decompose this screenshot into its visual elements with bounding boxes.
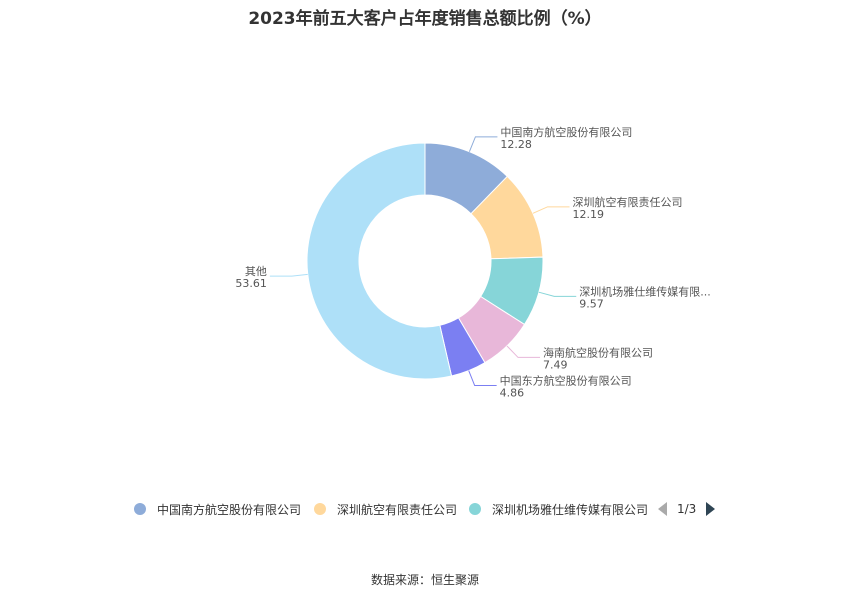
leader-line-5	[269, 273, 308, 277]
slice-value-4: 4.86	[500, 386, 525, 399]
leader-line-4	[468, 370, 497, 386]
slice-value-0: 12.28	[500, 138, 532, 151]
slice-label-0: 中国南方航空股份有限公司	[500, 125, 632, 139]
legend-dot-0	[134, 503, 146, 515]
slice-value-2: 9.57	[579, 297, 604, 310]
legend: 中国南方航空股份有限公司 深圳航空有限责任公司 深圳机场雅仕维传媒有限公司 1/…	[0, 498, 850, 520]
legend-item-0[interactable]: 中国南方航空股份有限公司	[134, 498, 301, 520]
leader-line-1	[532, 206, 570, 214]
slice-label-2: 深圳机场雅仕维传媒有限...	[579, 284, 711, 298]
slice-label-3: 海南航空股份有限公司	[543, 345, 653, 359]
leader-line-2	[538, 291, 577, 297]
slice-label-5: 其他	[245, 265, 267, 278]
pager-next-icon[interactable]	[706, 502, 716, 516]
slice-label-4: 中国东方航空股份有限公司	[500, 373, 632, 387]
legend-label-0: 中国南方航空股份有限公司	[157, 502, 302, 517]
leader-line-3	[506, 345, 541, 358]
slice-label-1: 深圳航空有限责任公司	[573, 195, 683, 209]
legend-item-1[interactable]: 深圳航空有限责任公司	[314, 498, 457, 520]
legend-label-2: 深圳机场雅仕维传媒有限公司	[492, 502, 649, 517]
pager-prev-icon[interactable]	[658, 502, 667, 516]
legend-item-2[interactable]: 深圳机场雅仕维传媒有限公司	[469, 498, 648, 520]
slice-value-5: 53.61	[235, 277, 267, 290]
data-source: 数据来源：恒生聚源	[370, 573, 479, 587]
slice-value-3: 7.49	[543, 358, 568, 371]
leader-line-0	[468, 136, 498, 152]
legend-pager: 1/3	[658, 498, 716, 520]
pager-page: 1/3	[677, 502, 697, 516]
chart-title: 2023年前五大客户占年度销售总额比例（%）	[248, 9, 602, 29]
legend-dot-2	[469, 503, 481, 515]
slice-value-1: 12.19	[573, 208, 605, 221]
pie-slice-5[interactable]	[306, 142, 453, 380]
legend-label-1: 深圳航空有限责任公司	[337, 502, 458, 517]
legend-dot-1	[314, 503, 326, 515]
